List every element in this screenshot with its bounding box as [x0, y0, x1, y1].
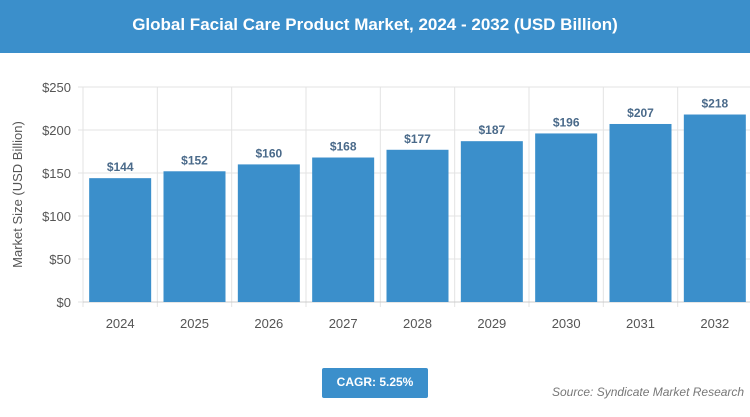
bar-2025	[163, 171, 226, 302]
y-tick-label: $100	[42, 209, 71, 224]
bar-2027	[312, 157, 375, 302]
y-tick-label: $0	[57, 295, 71, 310]
bar-2029	[460, 141, 523, 302]
data-label: $218	[701, 97, 728, 111]
chart-title: Global Facial Care Product Market, 2024 …	[0, 0, 750, 53]
data-label: $207	[627, 106, 654, 120]
bar-2030	[535, 133, 598, 302]
x-tick-label: 2027	[329, 316, 358, 331]
x-tick-label: 2030	[552, 316, 581, 331]
x-tick-label: 2025	[180, 316, 209, 331]
bar-2031	[609, 123, 672, 302]
x-tick-label: 2031	[626, 316, 655, 331]
x-tick-label: 2029	[477, 316, 506, 331]
data-label: $168	[330, 140, 357, 154]
bar-2032	[683, 114, 746, 303]
data-label: $187	[478, 123, 505, 137]
y-tick-label: $150	[42, 166, 71, 181]
bar-2028	[386, 149, 449, 302]
x-tick-label: 2024	[106, 316, 135, 331]
x-tick-label: 2032	[700, 316, 729, 331]
data-label: $160	[255, 146, 282, 160]
y-tick-label: $250	[42, 80, 71, 95]
bar-2024	[89, 178, 152, 302]
x-tick-label: 2028	[403, 316, 432, 331]
y-tick-label: $50	[49, 252, 71, 267]
source-note: Source: Syndicate Market Research	[552, 385, 745, 399]
data-label: $196	[553, 115, 580, 129]
cagr-badge: CAGR: 5.25%	[322, 368, 428, 398]
data-label: $144	[107, 160, 134, 174]
bar-2026	[237, 164, 300, 302]
data-label: $152	[181, 153, 208, 167]
y-axis-title: Market Size (USD Billion)	[10, 121, 25, 268]
y-tick-label: $200	[42, 123, 71, 138]
x-tick-label: 2026	[254, 316, 283, 331]
data-label: $177	[404, 132, 431, 146]
